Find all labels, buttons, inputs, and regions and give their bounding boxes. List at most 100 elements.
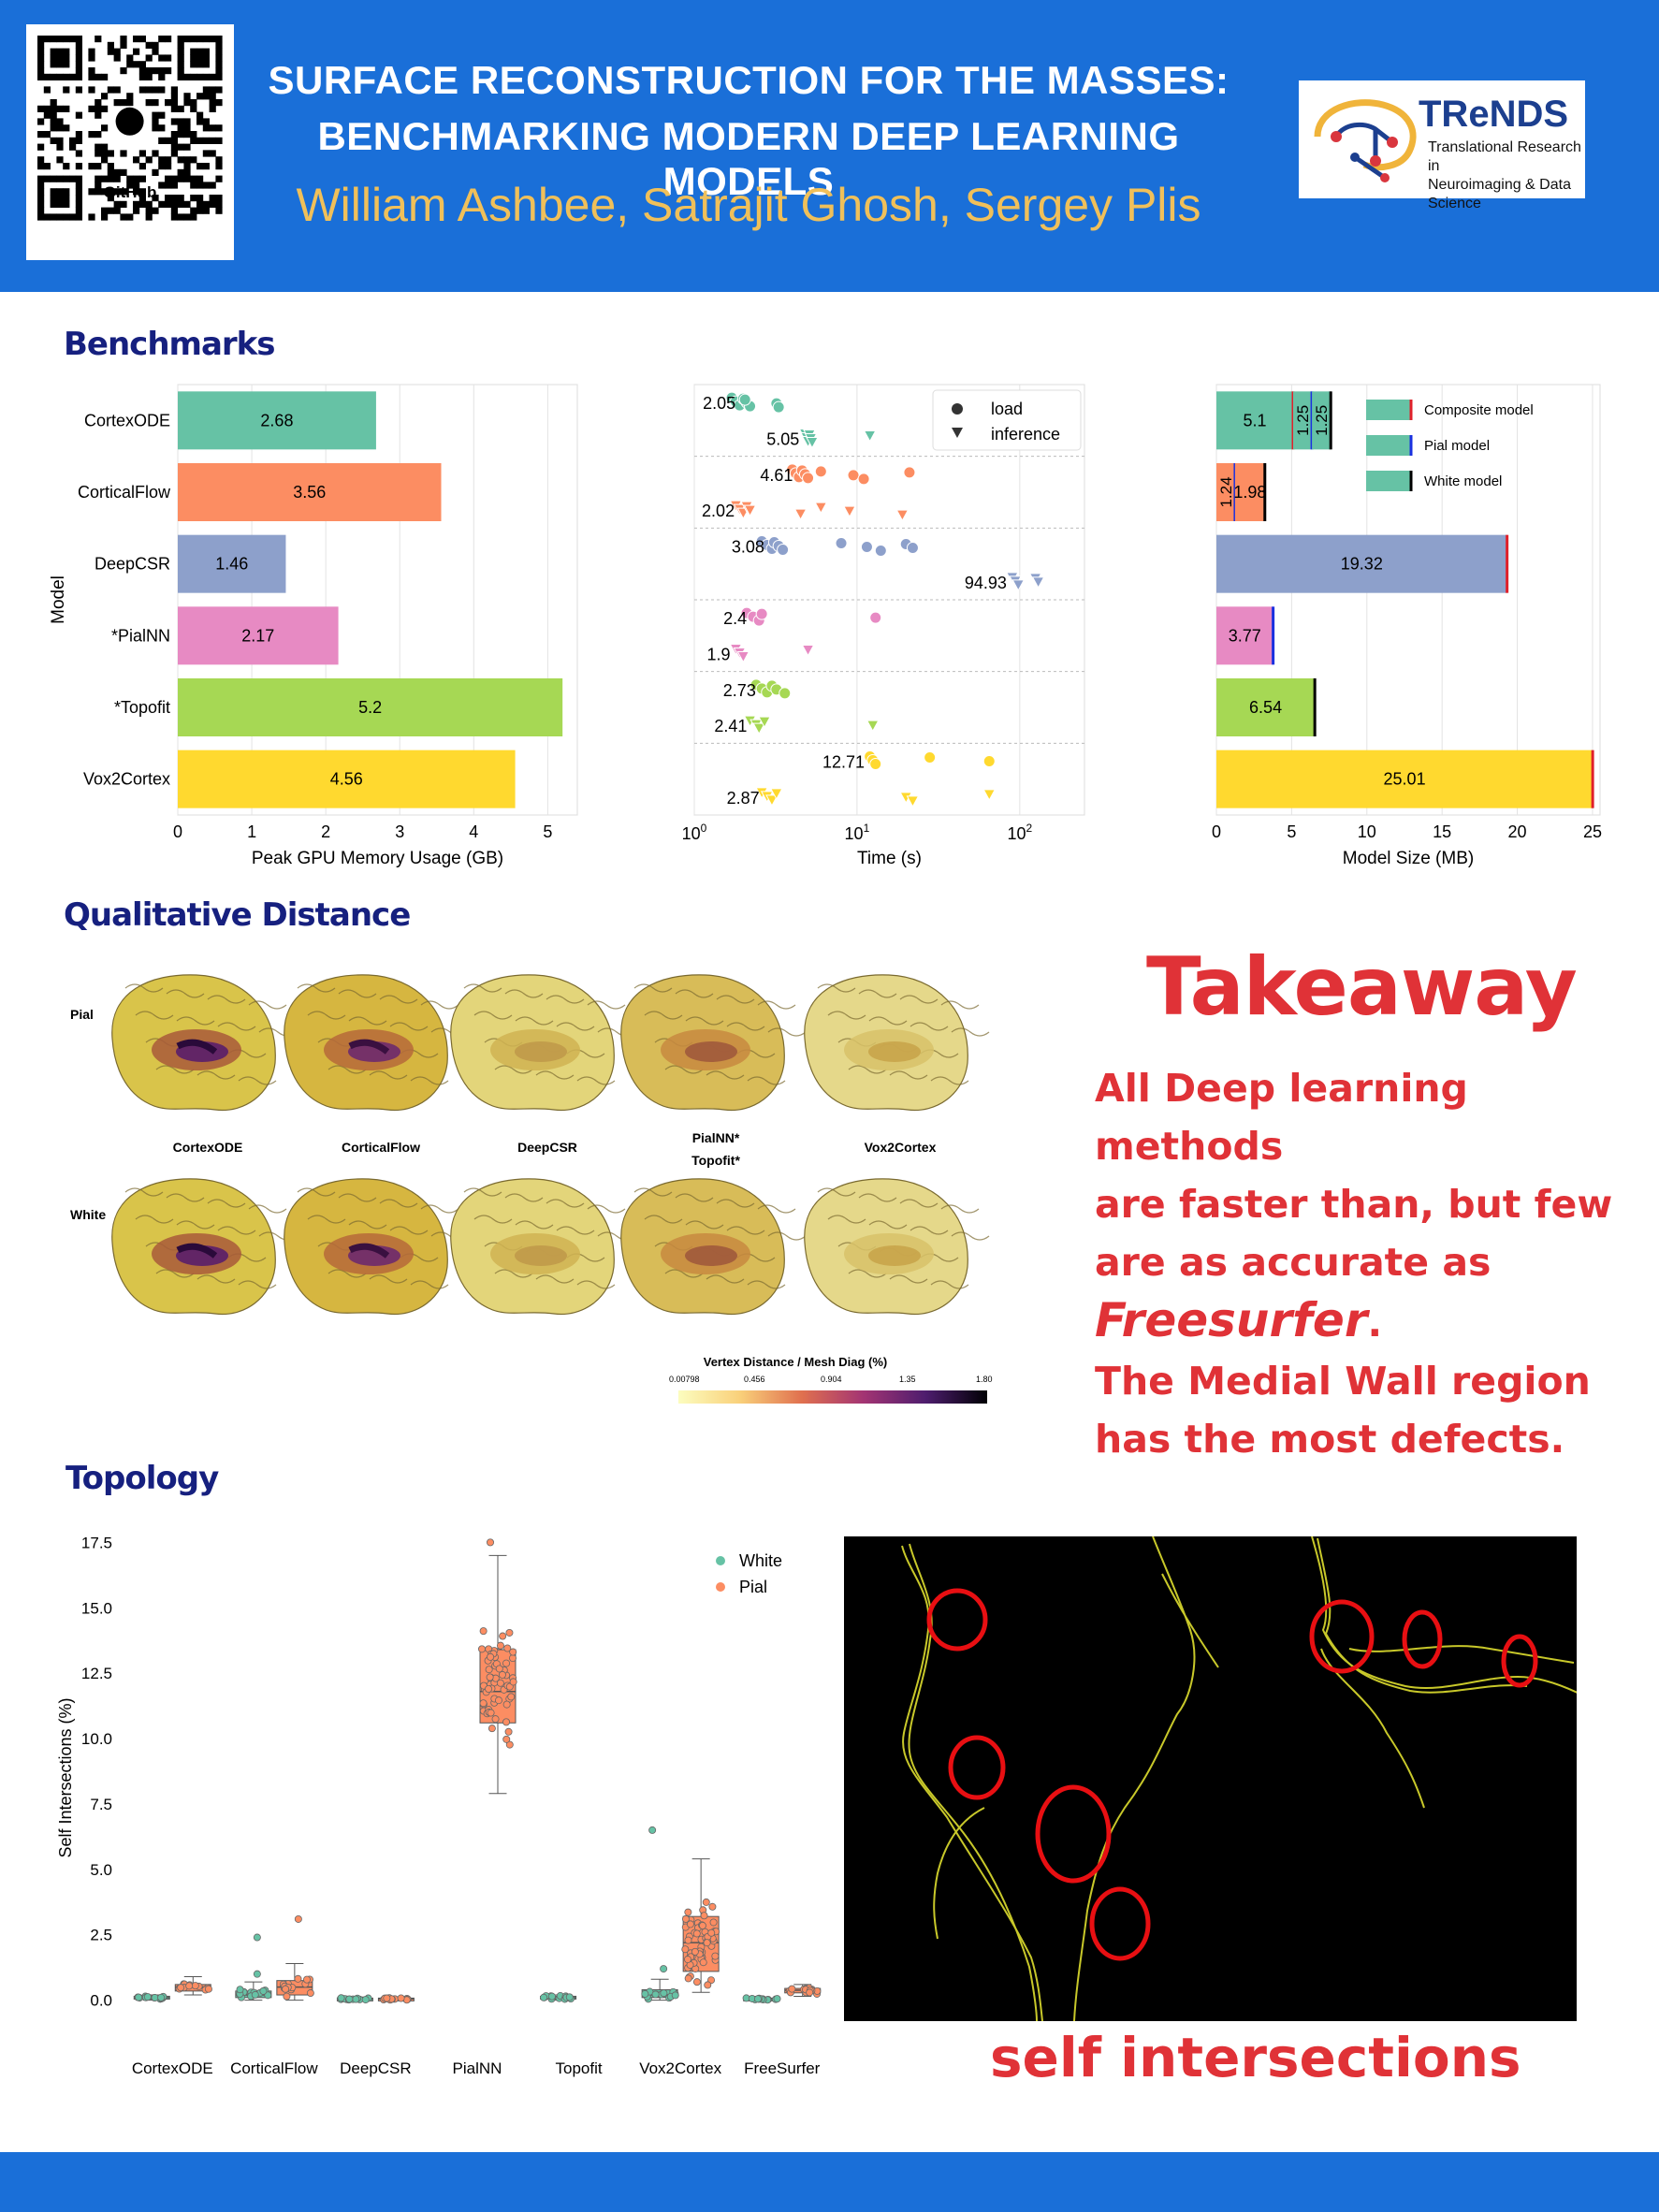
sulcus-line	[546, 1199, 585, 1208]
qr-module	[202, 207, 210, 214]
qr-module	[177, 156, 184, 164]
bar-value-label: 3.77	[1229, 626, 1261, 645]
qr-module	[126, 61, 134, 68]
qr-module	[107, 41, 114, 49]
data-point	[505, 1740, 514, 1749]
x-tick-label: 102	[1007, 822, 1032, 843]
qr-module	[50, 195, 57, 202]
section-topology: Topology	[65, 1460, 219, 1497]
sulcus-line	[848, 1065, 887, 1074]
qr-module	[152, 124, 159, 132]
data-point	[485, 1685, 493, 1694]
sulcus-line	[186, 1043, 226, 1053]
qr-module	[138, 195, 146, 202]
bar-segment	[1216, 678, 1316, 736]
bar-value-label: 6.54	[1249, 698, 1282, 717]
sulcus-line	[358, 1043, 398, 1053]
colorbar-ticks: 0.00798 0.456 0.904 1.35 1.80	[669, 1375, 993, 1388]
medial-wall-region	[844, 1233, 934, 1274]
qr-module	[183, 36, 191, 43]
sulcus-line	[757, 1204, 796, 1214]
qr-module	[75, 41, 82, 49]
qr-module	[170, 99, 178, 107]
qr-module	[113, 54, 121, 62]
sulcus-line	[716, 995, 755, 1004]
qr-module	[95, 163, 102, 170]
qr-module	[113, 48, 121, 55]
qr-module	[170, 105, 178, 112]
qr-module	[138, 150, 146, 157]
bar-value-label: 1.24	[1217, 476, 1235, 507]
median-label: 3.08	[732, 538, 764, 557]
model-label-cortexode: CortexODE	[172, 1140, 243, 1155]
legend-inference-marker	[952, 428, 963, 438]
sulcus-line	[930, 1280, 969, 1289]
data-point	[151, 1993, 159, 2001]
takeaway-line: has the most defects.	[1095, 1417, 1565, 1462]
y-tick-label: Vox2Cortex	[83, 770, 170, 789]
data-point	[700, 1912, 708, 1920]
qr-module	[190, 175, 197, 182]
data-point	[345, 1995, 354, 2003]
sulcus-line	[124, 1187, 164, 1197]
qr-module	[190, 54, 197, 62]
qr-module	[50, 111, 57, 119]
load-point	[869, 611, 882, 624]
colorbar-tick: 0.456	[744, 1375, 765, 1384]
qr-module	[75, 137, 82, 144]
sulcus-line	[389, 1226, 429, 1235]
qr-module	[190, 156, 197, 164]
sulcus-line	[858, 1193, 897, 1202]
qr-module	[101, 143, 109, 151]
qr-module	[209, 137, 216, 144]
sulcus-line	[410, 1076, 449, 1085]
sulcus-line	[546, 995, 585, 1004]
qr-module	[37, 67, 45, 75]
qr-module	[177, 124, 184, 132]
takeaway-title: Takeaway	[1146, 940, 1578, 1034]
intersection-circles	[926, 1588, 1538, 1961]
medial-wall-core	[685, 1245, 737, 1266]
bar-segment	[1216, 749, 1594, 808]
brain-render	[111, 1178, 298, 1316]
qr-module	[75, 111, 82, 119]
sulcus-line	[494, 1269, 533, 1278]
data-point	[282, 1985, 290, 1993]
sulcus-line	[576, 1280, 616, 1289]
median-label: 2.41	[714, 717, 747, 735]
qr-module	[75, 36, 82, 43]
qr-code[interactable]: GitHub	[26, 24, 234, 260]
y-tick-label: DeepCSR	[95, 555, 170, 574]
qr-module	[183, 213, 191, 221]
medial-wall-core	[868, 1041, 921, 1062]
qr-module	[209, 200, 216, 208]
data-point	[503, 1644, 512, 1652]
inference-point	[1011, 579, 1026, 591]
qr-module	[177, 213, 184, 221]
qr-module	[152, 168, 159, 176]
sulcus-line	[155, 1269, 195, 1278]
x-tick-label: PialNN	[453, 2059, 502, 2077]
qr-module	[63, 188, 70, 196]
x-tick-label: DeepCSR	[340, 2059, 412, 2077]
data-point	[698, 1922, 706, 1930]
takeaway-line: All Deep learning methods	[1095, 1066, 1468, 1169]
qr-module	[126, 182, 134, 189]
data-point	[177, 1984, 185, 1992]
sulcus-line	[675, 989, 714, 998]
load-point	[835, 537, 848, 549]
x-tick-label: Vox2Cortex	[639, 2059, 721, 2077]
legend-box	[932, 389, 1082, 451]
bar-value-label: 5.1	[1243, 411, 1266, 429]
header-banner: GitHub SURFACE RECONSTRUCTION FOR THE MA…	[0, 0, 1659, 292]
sulcus-line	[338, 989, 377, 998]
data-point	[479, 1627, 488, 1636]
qr-module	[190, 213, 197, 221]
median-label: 2.05	[703, 394, 735, 413]
qr-module	[209, 150, 216, 157]
brain-render	[620, 1178, 807, 1316]
sulcus-line	[587, 1204, 626, 1214]
defect-highlight	[176, 1243, 218, 1259]
qr-module	[107, 195, 114, 202]
qr-module	[165, 195, 172, 202]
